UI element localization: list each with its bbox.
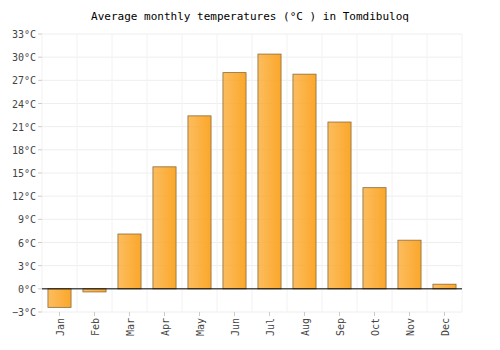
bar — [153, 167, 176, 289]
bar — [188, 116, 211, 289]
x-tick-mark — [94, 312, 95, 316]
y-tick-label: 9°C — [18, 214, 36, 225]
y-tick-label: 33°C — [12, 29, 36, 40]
x-tick-mark — [269, 312, 270, 316]
tick-mark — [38, 288, 42, 289]
bar — [363, 188, 386, 289]
bar — [118, 234, 141, 289]
y-tick-label: 24°C — [12, 99, 36, 110]
tick-mark — [38, 57, 42, 58]
grid-line-vertical — [112, 34, 113, 312]
bars — [48, 54, 456, 307]
grid-line-vertical — [427, 34, 428, 312]
x-tick-mark — [444, 312, 445, 316]
grid-line-vertical — [287, 34, 288, 312]
chart-container: Average monthly temperatures (°C ) in To… — [0, 0, 500, 350]
grid-line-vertical — [392, 34, 393, 312]
x-tick-label: Mar — [125, 318, 136, 336]
x-tick-mark — [164, 312, 165, 316]
bar — [48, 289, 71, 308]
x-tick-label: Aug — [300, 318, 311, 336]
x-tick-mark — [304, 312, 305, 316]
x-tick-mark — [59, 312, 60, 316]
tick-mark — [38, 149, 42, 150]
x-tick-mark — [129, 312, 130, 316]
x-tick-label: Apr — [160, 318, 171, 336]
x-tick-label: Jun — [230, 318, 241, 336]
y-tick-label: 18°C — [12, 145, 36, 156]
tick-mark — [38, 219, 42, 220]
tick-mark — [38, 242, 42, 243]
grid-line-vertical — [77, 34, 78, 312]
bar — [433, 284, 456, 289]
grid-line-vertical — [357, 34, 358, 312]
x-tick-label: Jan — [55, 318, 66, 336]
y-tick-label: 30°C — [12, 52, 36, 63]
x-tick-label: Feb — [90, 318, 101, 336]
x-tick-label: Sep — [335, 318, 346, 336]
y-tick-label: 27°C — [12, 75, 36, 86]
x-tick-mark — [409, 312, 410, 316]
x-tick-mark — [234, 312, 235, 316]
y-tick-label: 6°C — [18, 238, 36, 249]
x-tick-label: Oct — [370, 318, 381, 336]
title: Average monthly temperatures (°C ) in To… — [91, 10, 409, 23]
tick-mark — [38, 196, 42, 197]
y-tick-label: 0°C — [18, 284, 36, 295]
tick-mark — [38, 126, 42, 127]
grid-line-vertical — [217, 34, 218, 312]
chart-svg: Average monthly temperatures (°C ) in To… — [0, 0, 500, 350]
y-tick-label: 21°C — [12, 122, 36, 133]
y-tick-label: 3°C — [18, 261, 36, 272]
tick-mark — [38, 34, 42, 35]
grid — [42, 34, 462, 312]
tick-mark — [38, 265, 42, 266]
bar — [223, 73, 246, 289]
tick-mark — [38, 173, 42, 174]
x-tick-label: Nov — [405, 318, 416, 336]
tick-mark — [38, 80, 42, 81]
y-tick-label: 12°C — [12, 191, 36, 202]
bar — [328, 122, 351, 289]
grid-line-vertical — [322, 34, 323, 312]
grid-line-vertical — [147, 34, 148, 312]
bar — [293, 74, 316, 289]
grid-line-vertical — [462, 34, 463, 312]
x-tick-label: Dec — [440, 318, 451, 336]
bar — [258, 54, 281, 289]
tick-mark — [38, 312, 42, 313]
zero-line — [42, 288, 462, 289]
y-tick-label: −3°C — [12, 307, 36, 318]
x-tick-label: May — [195, 318, 206, 336]
bar — [398, 240, 421, 289]
tick-mark — [38, 103, 42, 104]
x-tick-mark — [199, 312, 200, 316]
x-tick-mark — [339, 312, 340, 316]
x-tick-mark — [374, 312, 375, 316]
x-tick-label: Jul — [265, 318, 276, 336]
grid-line-vertical — [252, 34, 253, 312]
grid-line-vertical — [182, 34, 183, 312]
y-tick-label: 15°C — [12, 168, 36, 179]
grid-line — [42, 288, 462, 289]
